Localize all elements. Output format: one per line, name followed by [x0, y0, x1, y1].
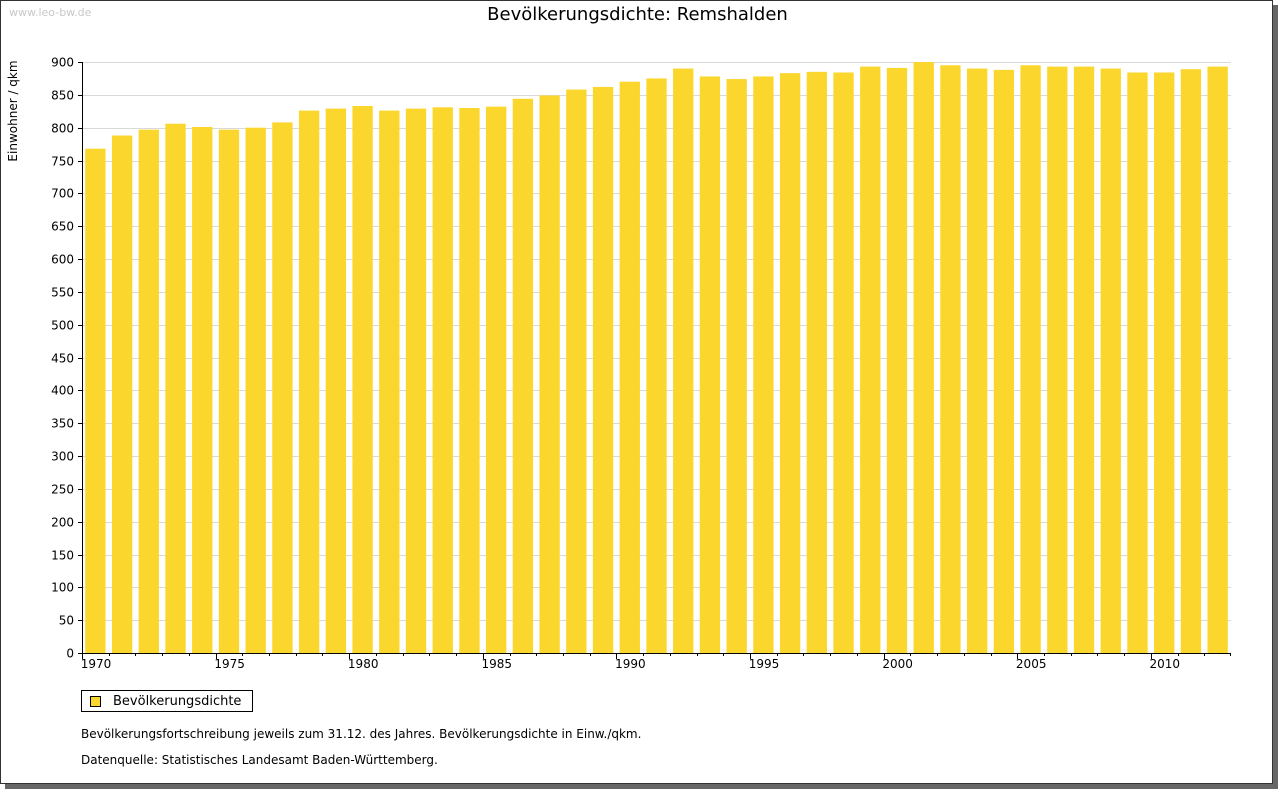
- bar-1983: [432, 107, 453, 653]
- footnote-description: Bevölkerungsfortschreibung jeweils zum 3…: [81, 727, 642, 741]
- bar-1981: [379, 110, 400, 654]
- x-tick-label-1980: 1980: [348, 657, 379, 671]
- footnote-source: Datenquelle: Statistisches Landesamt Bad…: [81, 753, 438, 767]
- y-tick-label: 800: [51, 122, 74, 136]
- bar-1993: [699, 76, 721, 653]
- watermark: www.leo-bw.de: [9, 6, 92, 19]
- bar-1995: [753, 76, 774, 653]
- x-tick-label-2005: 2005: [1016, 657, 1047, 671]
- y-tick-label: 600: [51, 253, 74, 267]
- x-tick-label-1995: 1995: [749, 657, 780, 671]
- chart-title: Bevölkerungsdichte: Remshalden: [487, 4, 788, 25]
- x-tick-label-2000: 2000: [882, 657, 913, 671]
- y-tick-label: 700: [51, 187, 74, 201]
- y-tick-label: 350: [51, 417, 74, 431]
- y-tick-label: 450: [51, 352, 74, 366]
- bar-1999: [860, 66, 881, 654]
- y-tick-label: 300: [51, 450, 74, 464]
- bar-2011: [1180, 69, 1202, 654]
- bar-1972: [138, 129, 159, 653]
- bar-1992: [673, 68, 694, 653]
- legend: Bevölkerungsdichte: [81, 690, 253, 712]
- bar-1997: [806, 71, 827, 654]
- bar-2012: [1207, 66, 1228, 654]
- y-tick-label: 250: [51, 483, 74, 497]
- bar-1982: [405, 108, 427, 654]
- y-tick-label: 150: [51, 549, 74, 563]
- bar-1996: [779, 73, 801, 653]
- bar-1976: [245, 127, 266, 654]
- legend-label: Bevölkerungsdichte: [113, 693, 242, 709]
- x-tick-label-1990: 1990: [615, 657, 646, 671]
- bar-1970: [85, 148, 106, 653]
- bar-2003: [967, 68, 988, 653]
- bar-1994: [726, 79, 747, 653]
- bar-2002: [940, 65, 961, 653]
- y-tick-label: 900: [51, 56, 74, 70]
- y-tick-label: 650: [51, 220, 74, 234]
- bar-2010: [1154, 72, 1175, 653]
- x-tick-label-2010: 2010: [1150, 657, 1181, 671]
- y-tick-label: 850: [51, 89, 74, 103]
- bar-1989: [592, 86, 614, 653]
- bar-1971: [111, 135, 133, 654]
- bar-1990: [619, 81, 640, 653]
- bar-1991: [646, 78, 667, 654]
- bar-2000: [886, 67, 908, 653]
- bar-1988: [566, 89, 587, 653]
- bar-1980: [352, 106, 373, 653]
- x-tick-label-1975: 1975: [214, 657, 245, 671]
- bar-1978: [298, 110, 320, 654]
- x-tick-label-1985: 1985: [482, 657, 513, 671]
- bar-1973: [165, 123, 186, 654]
- legend-swatch: [90, 695, 101, 707]
- y-tick-label: 750: [51, 155, 74, 169]
- bar-1984: [459, 107, 480, 654]
- y-tick-label: 550: [51, 286, 74, 300]
- bar-2009: [1127, 72, 1148, 653]
- bar-1998: [833, 72, 854, 653]
- bar-2006: [1047, 66, 1068, 654]
- bar-2001: [913, 62, 934, 653]
- x-tick-label-1970: 1970: [81, 657, 112, 671]
- bar-1986: [512, 98, 534, 653]
- bar-2007: [1073, 66, 1095, 654]
- y-tick-label: 0: [66, 647, 74, 661]
- y-tick-label: 500: [51, 319, 74, 333]
- y-tick-label: 100: [51, 581, 74, 595]
- bar-1987: [539, 95, 560, 654]
- y-tick-label: 50: [59, 614, 74, 628]
- bar-2005: [1020, 65, 1041, 653]
- y-tick-label: 400: [51, 384, 74, 398]
- bar-2008: [1100, 68, 1121, 653]
- bar-1985: [486, 106, 507, 653]
- y-tick-label: 200: [51, 516, 74, 530]
- bar-1979: [325, 108, 346, 654]
- bar-1977: [272, 122, 293, 653]
- bar-1975: [218, 129, 240, 653]
- bar-1974: [192, 127, 213, 653]
- bar-2004: [993, 69, 1015, 653]
